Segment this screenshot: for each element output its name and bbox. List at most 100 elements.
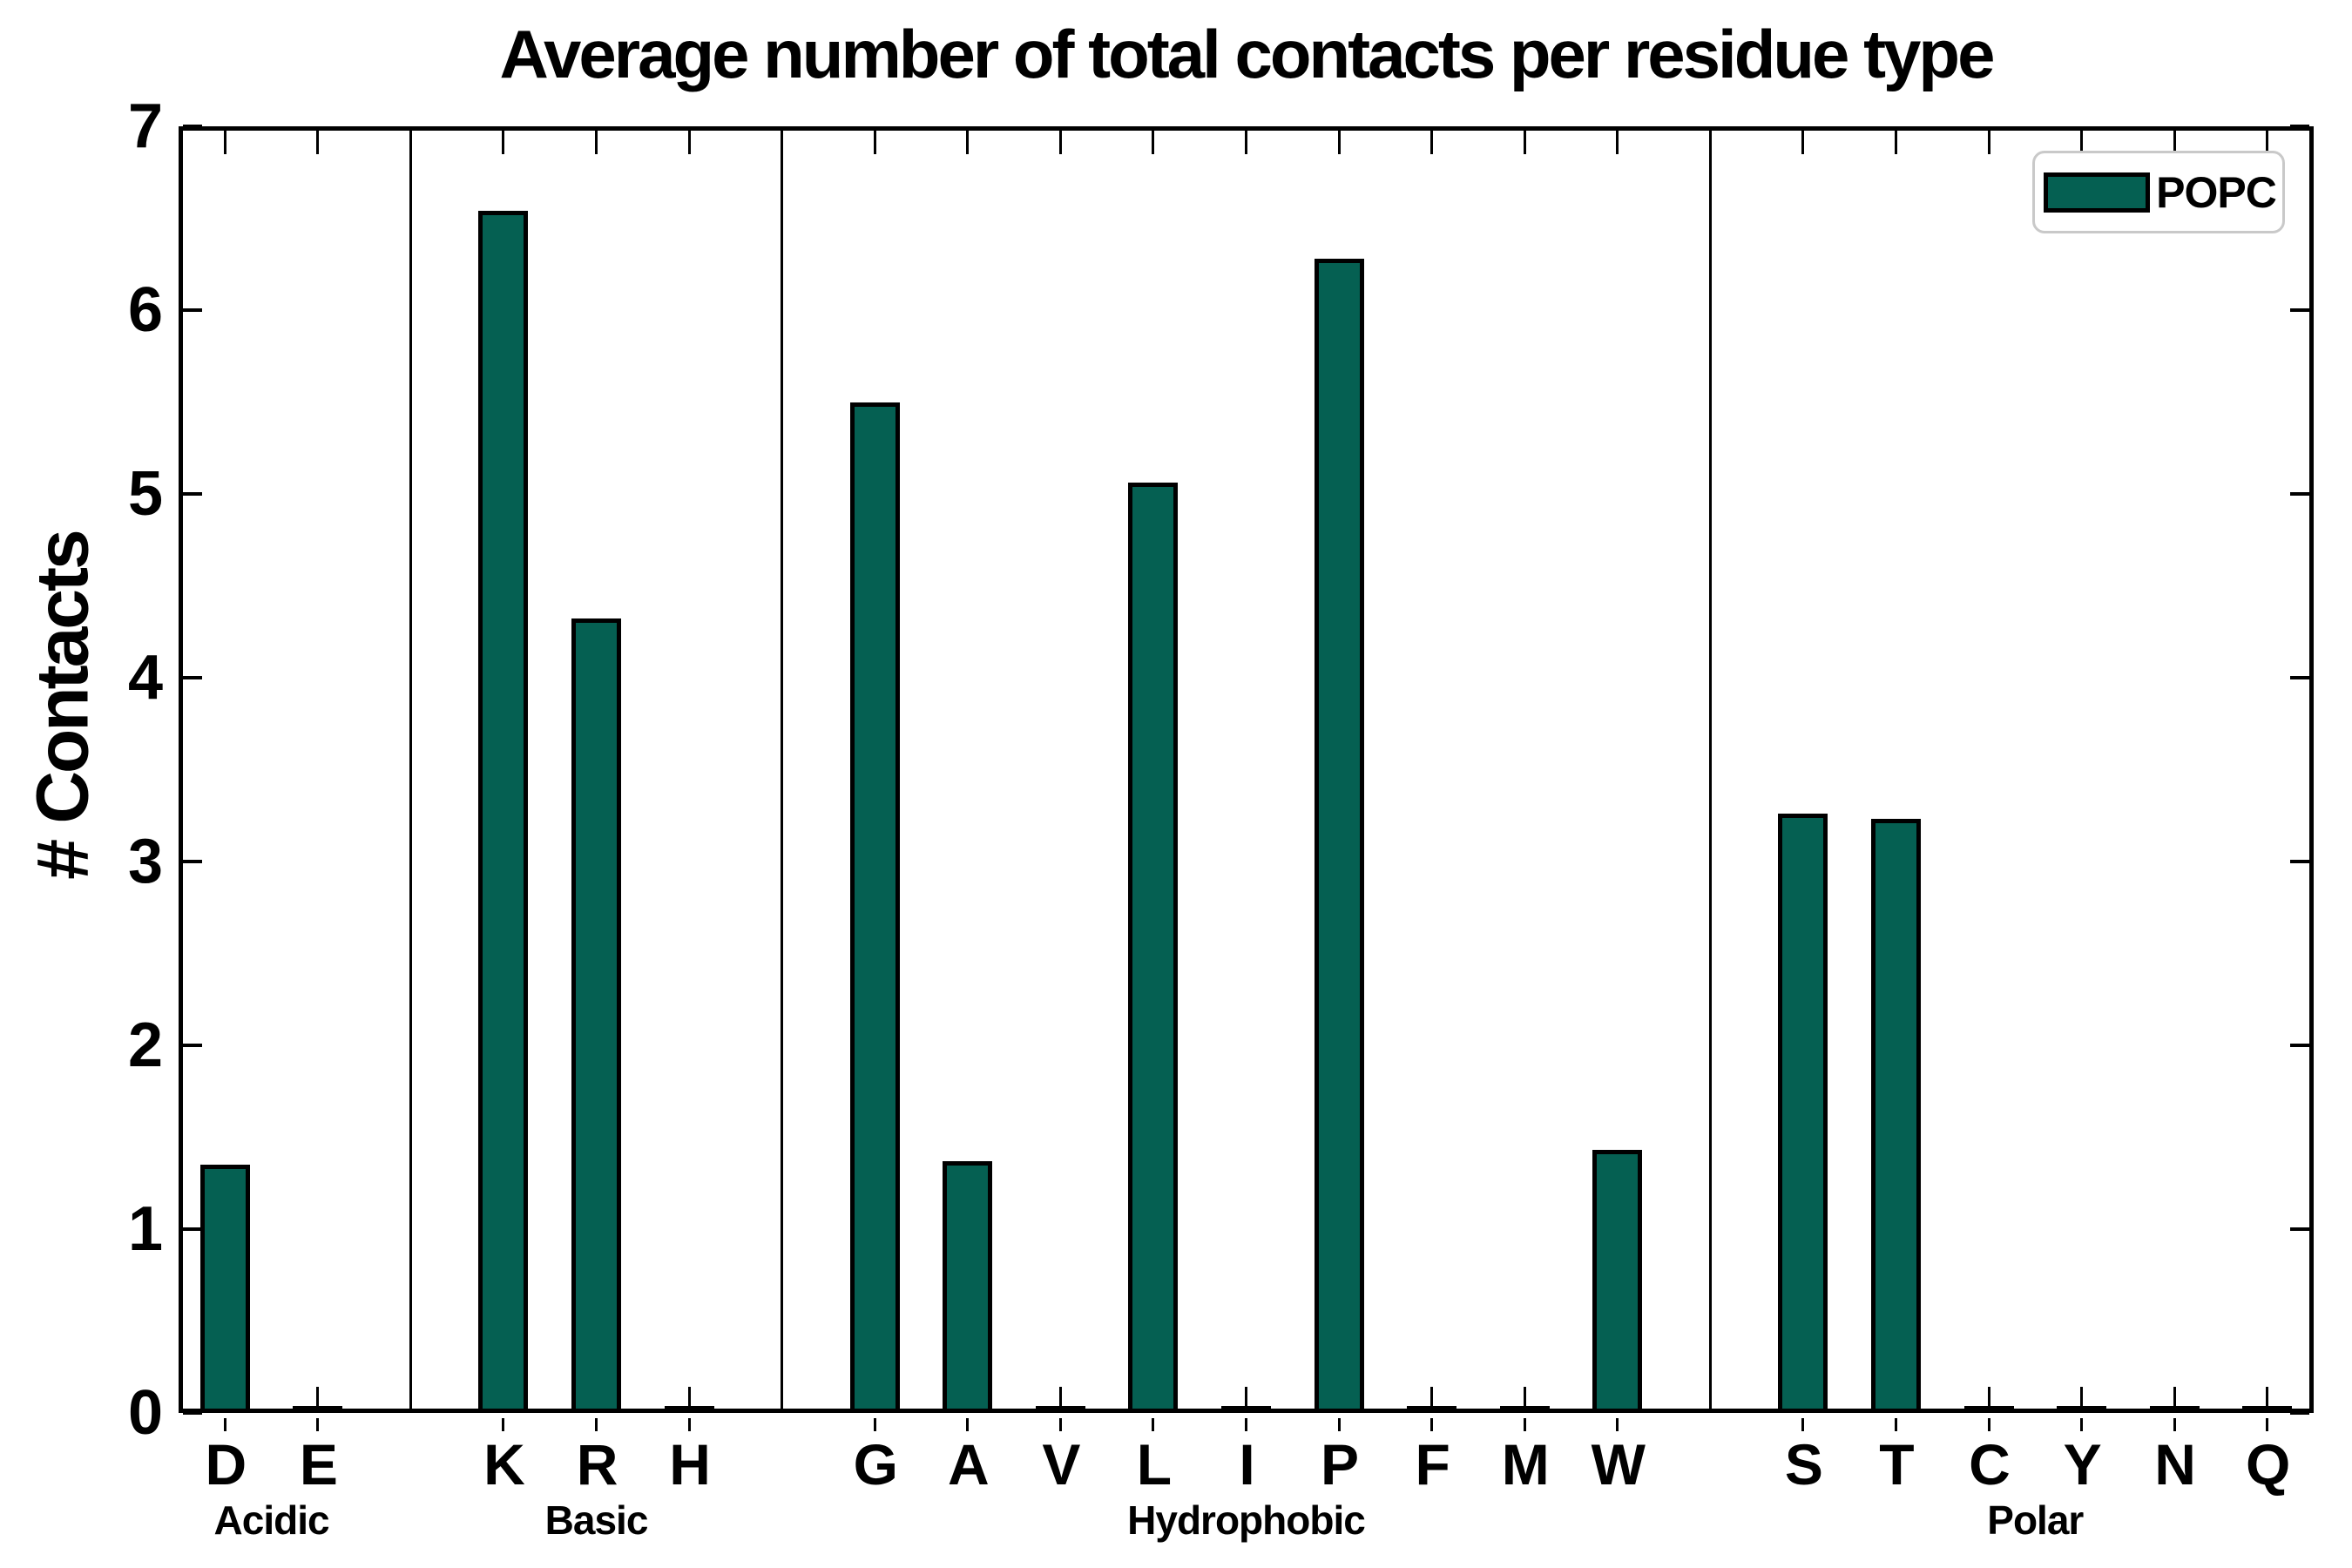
x-tick	[1987, 1387, 1990, 1411]
x-tick-label-C: C	[1969, 1432, 2011, 1497]
y-tick	[2290, 1044, 2309, 1047]
x-tick	[2173, 131, 2176, 154]
x-tick	[1523, 1418, 1526, 1431]
x-tick-label-M: M	[1501, 1432, 1550, 1497]
x-tick-label-H: H	[669, 1432, 711, 1497]
x-tick	[1523, 131, 1526, 154]
legend: POPC	[2032, 151, 2285, 233]
x-tick	[1245, 131, 1247, 154]
x-tick	[316, 131, 320, 154]
x-tick	[595, 1418, 598, 1431]
y-tick	[183, 1411, 202, 1415]
group-label-hydrophobic: Hydrophobic	[1127, 1497, 1366, 1543]
bar-N	[2149, 1406, 2200, 1411]
x-tick-label-F: F	[1415, 1432, 1450, 1497]
group-divider	[781, 131, 784, 1409]
x-tick	[1337, 1418, 1341, 1431]
bar-I	[1221, 1406, 1271, 1411]
x-tick	[595, 131, 598, 154]
bar-F	[1407, 1406, 1457, 1411]
x-tick	[2080, 1387, 2084, 1411]
bar-Q	[2242, 1406, 2293, 1411]
legend-swatch	[2044, 172, 2150, 213]
bar-D	[199, 1165, 250, 1413]
y-tick	[183, 1044, 202, 1047]
x-tick	[687, 1387, 691, 1411]
x-tick	[1894, 1418, 1897, 1431]
x-tick	[1801, 1418, 1805, 1431]
y-tick	[183, 308, 202, 312]
x-tick-label-T: T	[1879, 1432, 1914, 1497]
x-tick	[1058, 1387, 1062, 1411]
y-tick-label-1: 1	[127, 1194, 163, 1264]
x-tick	[873, 1418, 876, 1431]
y-tick	[2290, 492, 2309, 496]
x-tick-label-A: A	[947, 1432, 990, 1497]
y-tick-label-2: 2	[127, 1010, 163, 1080]
y-tick	[183, 1227, 202, 1231]
group-divider	[1708, 131, 1712, 1409]
x-tick	[2080, 1418, 2084, 1431]
x-tick-label-Y: Y	[2063, 1432, 2102, 1497]
x-tick-label-L: L	[1136, 1432, 1172, 1497]
y-tick-label-6: 6	[127, 275, 163, 345]
x-tick	[1152, 1418, 1155, 1431]
group-divider	[409, 131, 412, 1409]
x-tick	[1430, 131, 1434, 154]
x-tick	[2266, 1387, 2269, 1411]
x-tick	[223, 131, 226, 154]
y-tick	[2290, 1227, 2309, 1231]
bar-W	[1592, 1150, 1643, 1413]
x-tick	[966, 1418, 970, 1431]
x-tick	[2266, 1418, 2269, 1431]
bar-H	[664, 1406, 714, 1411]
x-tick	[1152, 131, 1155, 154]
x-tick	[316, 1387, 320, 1411]
y-tick	[183, 492, 202, 496]
group-label-basic: Basic	[544, 1497, 649, 1543]
bar-V	[1035, 1406, 1085, 1411]
x-tick-label-I: I	[1239, 1432, 1254, 1497]
x-tick	[223, 1418, 226, 1431]
group-label-polar: Polar	[1987, 1497, 2084, 1543]
x-tick	[316, 1418, 320, 1431]
x-tick	[1058, 1418, 1062, 1431]
x-tick	[1337, 131, 1341, 154]
bar-C	[1963, 1406, 2014, 1411]
y-tick-label-7: 7	[127, 91, 163, 161]
y-tick-label-3: 3	[127, 827, 163, 896]
y-tick-label-4: 4	[127, 643, 163, 713]
bar-M	[1499, 1406, 1550, 1411]
bar-L	[1128, 483, 1179, 1413]
bar-A	[943, 1160, 993, 1413]
legend-label: POPC	[2156, 167, 2277, 217]
x-tick	[1245, 1418, 1247, 1431]
group-label-acidic: Acidic	[213, 1497, 330, 1543]
x-tick-label-V: V	[1042, 1432, 1080, 1497]
x-tick-label-P: P	[1321, 1432, 1359, 1497]
y-tick	[183, 860, 202, 863]
x-tick	[2173, 1418, 2176, 1431]
y-tick	[183, 125, 202, 128]
x-tick	[1616, 131, 1619, 154]
x-tick	[1894, 131, 1897, 154]
y-tick	[2290, 308, 2309, 312]
x-tick	[687, 131, 691, 154]
bar-T	[1870, 819, 1921, 1413]
x-tick	[1523, 1387, 1526, 1411]
y-tick	[2290, 676, 2309, 679]
y-tick	[2290, 125, 2309, 128]
x-tick	[1430, 1387, 1434, 1411]
bar-Y	[2057, 1406, 2107, 1411]
x-tick	[873, 131, 876, 154]
x-tick-label-Q: Q	[2246, 1432, 2290, 1497]
x-tick	[1058, 131, 1062, 154]
y-tick	[2290, 860, 2309, 863]
x-tick-label-N: N	[2154, 1432, 2196, 1497]
x-tick	[1430, 1418, 1434, 1431]
y-tick	[2290, 1411, 2309, 1415]
y-tick	[183, 676, 202, 679]
bar-S	[1778, 814, 1828, 1413]
x-tick-label-W: W	[1591, 1432, 1646, 1497]
x-tick	[2266, 131, 2269, 154]
